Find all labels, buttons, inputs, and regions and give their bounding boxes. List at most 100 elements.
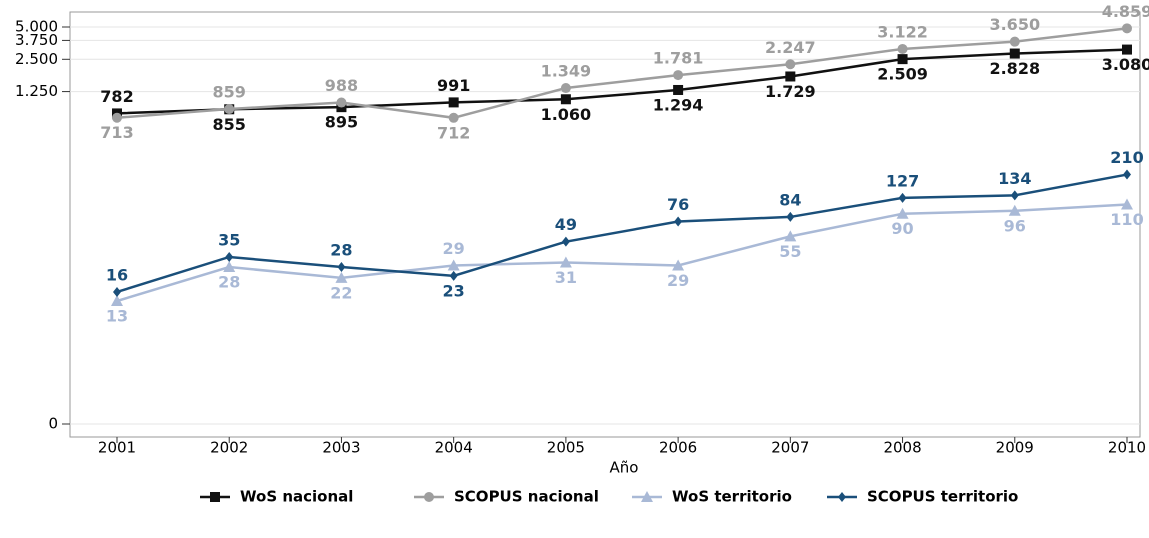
data-point [561,236,570,247]
legend-marker [641,491,653,502]
value-label: 29 [443,239,465,258]
legend-label: SCOPUS nacional [454,488,599,506]
value-label: 782 [100,87,133,106]
value-label: 13 [106,306,128,325]
x-tick-label: 2008 [883,439,921,457]
value-label: 84 [779,190,801,209]
value-label: 35 [218,230,240,249]
value-label: 1.349 [541,62,592,81]
x-tick-label: 2010 [1108,439,1146,457]
value-label: 210 [1110,148,1143,167]
y-tick-label: 5.000 [15,18,58,36]
value-label: 29 [667,271,689,290]
value-label: 134 [998,169,1031,188]
value-label: 110 [1110,210,1143,229]
value-label: 127 [886,171,919,190]
data-point [113,286,121,297]
value-label: 1.294 [653,95,704,114]
x-tick-label: 2009 [996,439,1034,457]
x-axis-label: Año [610,459,639,477]
data-point [1122,44,1132,55]
data-point [1121,198,1133,210]
value-label: 3.122 [877,22,928,41]
value-label: 90 [891,219,913,238]
data-point [674,216,683,227]
data-point [1010,190,1019,201]
data-point [335,271,348,283]
value-label: 1.060 [541,105,592,124]
data-point [786,211,795,222]
data-point [224,104,235,115]
data-point [336,97,347,108]
value-label: 895 [325,113,358,132]
value-label: 1.781 [653,49,704,68]
data-point [672,259,685,271]
legend-marker [838,492,846,502]
x-tick-label: 2004 [435,439,473,457]
value-label: 28 [330,241,352,260]
value-label: 4.859 [1102,2,1149,21]
value-label: 712 [437,123,470,142]
data-point [785,71,796,82]
x-tick-label: 2003 [322,439,360,457]
value-label: 3.080 [1102,55,1149,74]
x-tick-label: 2006 [659,439,697,457]
data-point [1122,23,1132,34]
value-label: 31 [555,268,577,287]
value-label: 28 [218,273,240,292]
y-tick-label: 3.750 [15,31,58,49]
value-label: 22 [330,283,352,302]
x-tick-label: 2005 [547,439,585,457]
data-point [559,256,572,268]
data-point [449,270,458,281]
value-label: 2.509 [877,65,928,84]
data-point [560,94,571,105]
x-tick-label: 2001 [98,439,136,457]
value-label: 49 [555,215,577,234]
series-line [116,173,1128,294]
data-point [673,84,684,95]
series-line [116,48,1128,115]
data-point [111,294,123,306]
value-label: 855 [213,115,246,134]
value-label: 2.247 [765,38,816,57]
y-tick-label: 2.500 [15,50,58,68]
data-point [897,43,908,54]
value-label: 23 [443,281,465,300]
plot-frame [69,11,1141,438]
value-label: 76 [667,195,689,214]
data-point [448,97,459,108]
x-tick-label: 2007 [771,439,809,457]
data-point [896,207,909,219]
value-label: 2.828 [989,59,1040,78]
data-point [560,83,571,94]
y-tick-label: 0 [48,415,58,433]
data-point [1009,36,1020,47]
x-tick-label: 2002 [210,439,248,457]
value-label: 988 [325,76,358,95]
data-point [223,261,236,273]
data-point [897,54,908,65]
value-label: 859 [213,83,246,102]
data-point [448,112,459,123]
series-line [116,203,1128,303]
data-point [784,230,797,242]
value-label: 16 [106,265,128,284]
data-point [225,251,234,262]
value-label: 991 [437,76,470,95]
data-point [447,259,460,271]
data-point [898,192,907,203]
data-point [112,112,122,123]
legend-label: SCOPUS territorio [867,488,1018,506]
y-tick-label: 1.250 [15,82,58,100]
legend-label: WoS nacional [240,488,353,506]
data-point [785,59,796,70]
value-label: 713 [100,123,133,142]
data-point [337,262,346,273]
legend-label: WoS territorio [672,488,792,506]
data-point [1008,204,1021,216]
value-label: 1.729 [765,82,816,101]
value-label: 55 [779,242,801,261]
legend-marker [210,492,220,502]
